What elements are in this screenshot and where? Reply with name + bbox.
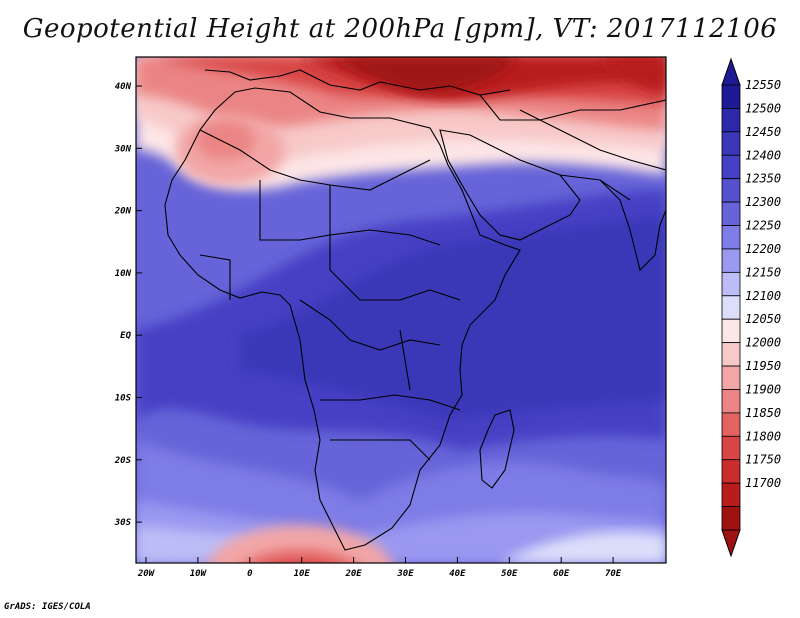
plot-frame bbox=[135, 56, 667, 564]
lat-label: 20S bbox=[114, 456, 132, 466]
colorbar-label: 11950 bbox=[745, 359, 781, 373]
colorbar-label: 12150 bbox=[745, 265, 781, 279]
colorbar-segment bbox=[721, 108, 741, 133]
colorbar-label: 12050 bbox=[745, 312, 781, 326]
colorbar-label: 11800 bbox=[745, 429, 781, 443]
colorbar-segment bbox=[721, 365, 741, 390]
lon-label: 10W bbox=[190, 569, 208, 579]
lon-label: 30E bbox=[396, 569, 414, 579]
colorbar-segment bbox=[721, 271, 741, 297]
colorbar-label: 11900 bbox=[745, 382, 781, 396]
colorbar-segment bbox=[721, 154, 741, 180]
colorbar-segment bbox=[721, 459, 741, 484]
colorbar-top-arrow bbox=[721, 57, 741, 86]
colorbar-segment bbox=[721, 178, 741, 203]
colorbar-segment bbox=[721, 131, 741, 156]
colorbar-label: 12300 bbox=[745, 195, 781, 209]
arabia-coastline bbox=[439, 129, 581, 241]
colorbar-segment bbox=[721, 412, 741, 437]
colorbar-segment bbox=[721, 248, 741, 273]
colorbar-label: 11700 bbox=[745, 476, 781, 490]
colorbar-label: 12100 bbox=[745, 289, 781, 303]
colorbar-segment bbox=[721, 435, 741, 461]
lon-label: 20W bbox=[137, 569, 156, 579]
colorbar-segment bbox=[721, 482, 741, 507]
lon-label: 40E bbox=[449, 569, 466, 579]
colorbar-label: 11850 bbox=[745, 406, 781, 420]
colorbar-segment bbox=[721, 84, 741, 109]
lon-label: 50E bbox=[501, 569, 518, 579]
lat-label: 10S bbox=[115, 394, 132, 404]
lat-label: 40N bbox=[115, 82, 132, 92]
colorbar-label: 12250 bbox=[745, 219, 781, 233]
lon-label: 0 bbox=[247, 569, 253, 579]
colorbar-label: 12550 bbox=[745, 78, 781, 92]
map-title: Geopotential Height at 200hPa [gpm], VT:… bbox=[22, 14, 778, 44]
land-outlines bbox=[164, 69, 666, 551]
lat-label: 30S bbox=[114, 518, 132, 528]
height-field bbox=[136, 57, 666, 563]
colorbar-label: 11750 bbox=[745, 453, 781, 467]
colorbar-segment bbox=[721, 318, 741, 344]
colorbar-label: 12000 bbox=[745, 336, 781, 350]
lat-label: 10N bbox=[115, 269, 132, 279]
lat-label: 30N bbox=[114, 144, 132, 154]
longitude-axis: 20W 10W 0 10E 20E 30E 40E 50E 60E 70E bbox=[137, 557, 622, 579]
grads-footer: GrADS: IGES/COLA bbox=[4, 602, 91, 612]
lon-label: 70E bbox=[605, 569, 622, 579]
india-coastline bbox=[599, 179, 666, 272]
colorbar-segment bbox=[721, 225, 741, 250]
latitude-axis: 40N 30N 20N 10N EQ 10S 20S 30S bbox=[114, 82, 142, 528]
colorbar-label: 12500 bbox=[745, 101, 781, 115]
colorbar-bottom-arrow bbox=[721, 529, 741, 558]
colorbar-segment bbox=[721, 342, 741, 367]
colorbar-label: 12200 bbox=[745, 242, 781, 256]
lat-label: EQ bbox=[120, 331, 131, 341]
colorbar-segment bbox=[721, 389, 741, 414]
lon-label: 10E bbox=[294, 569, 311, 579]
colorbar-label: 12450 bbox=[745, 125, 781, 139]
colorbar-segment bbox=[721, 295, 741, 320]
lon-label: 20E bbox=[344, 569, 362, 579]
colorbar: 12550 12500 12450 12400 12350 12300 12250 12200… bbox=[721, 57, 781, 558]
colorbar-segment bbox=[721, 506, 741, 531]
colorbar-label: 12400 bbox=[745, 148, 781, 162]
colorbar-label: 12350 bbox=[745, 172, 781, 186]
lat-label: 20N bbox=[114, 207, 132, 217]
africa-coastline bbox=[164, 87, 521, 551]
madagascar-coastline bbox=[479, 409, 515, 489]
lon-label: 60E bbox=[553, 569, 570, 579]
colorbar-segment bbox=[721, 201, 741, 226]
europe-coastline bbox=[204, 69, 511, 96]
